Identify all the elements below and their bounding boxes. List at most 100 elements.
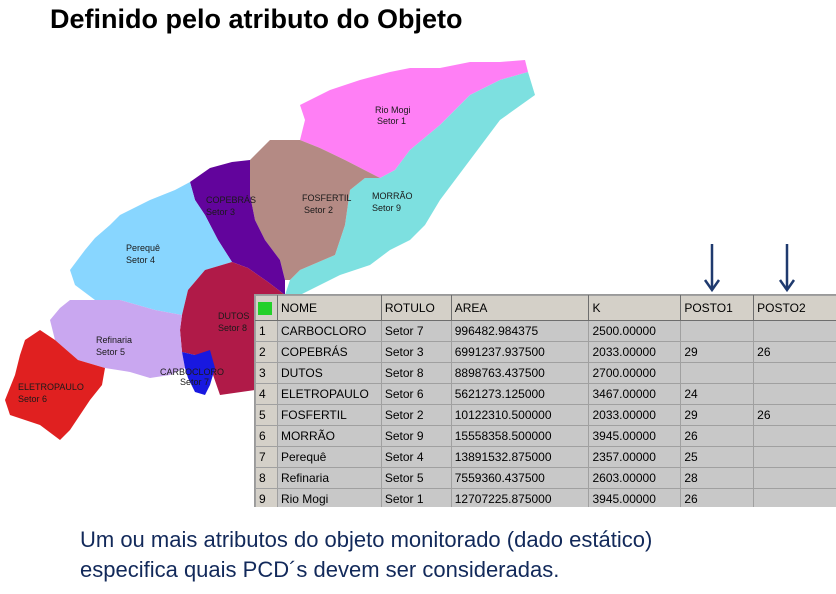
table-cell[interactable]: 996482.984375 <box>450 320 590 342</box>
table-cell[interactable]: 6991237.937500 <box>450 341 590 363</box>
map-label-dutos-sector: Setor 8 <box>218 323 247 333</box>
table-cell[interactable]: Setor 9 <box>380 425 452 447</box>
slide-title: Definido pelo atributo do Objeto <box>50 4 463 34</box>
column-header-posto2[interactable]: POSTO2 <box>753 295 836 321</box>
column-header-k[interactable]: K <box>588 295 682 321</box>
row-number[interactable]: 8 <box>255 467 278 489</box>
map-label-dutos: DUTOS <box>218 311 249 321</box>
table-cell[interactable]: COPEBRÁS <box>276 341 382 363</box>
table-cell[interactable]: 26 <box>753 341 836 363</box>
region-rio-mogi[interactable] <box>300 60 528 178</box>
map-label-copebras-sector: Setor 3 <box>206 207 235 217</box>
table-cell[interactable]: 29 <box>680 341 755 363</box>
table-cell[interactable]: 3467.00000 <box>588 383 682 405</box>
table-cell[interactable]: Setor 6 <box>380 383 452 405</box>
table-row[interactable]: 5 FOSFERTIL Setor 2 10122310.500000 2033.000… <box>255 404 836 426</box>
table-cell[interactable]: 10122310.500000 <box>450 404 590 426</box>
table-row[interactable]: 6 MORRÃO Setor 9 15558358.500000 3945.00000 2… <box>255 425 836 447</box>
table-cell[interactable]: Perequê <box>276 446 382 468</box>
table-cell[interactable]: DUTOS <box>276 362 382 384</box>
table-cell[interactable] <box>753 425 836 447</box>
table-row[interactable]: 2 COPEBRÁS Setor 3 6991237.937500 2033.00000… <box>255 341 836 363</box>
table-cell[interactable]: 8898763.437500 <box>450 362 590 384</box>
caption-line-1: Um ou mais atributos do objeto monitorad… <box>80 527 653 552</box>
table-cell[interactable]: Setor 2 <box>380 404 452 426</box>
region-eletropaulo[interactable] <box>5 330 105 440</box>
map-label-morrao-sector: Setor 9 <box>372 203 401 213</box>
table-row[interactable]: 3 DUTOS Setor 8 8898763.437500 2700.00000 <box>255 362 836 384</box>
table-row[interactable]: 9 Rio Mogi Setor 1 12707225.875000 3945.0000… <box>255 488 836 507</box>
row-number[interactable]: 5 <box>255 404 278 426</box>
map-label-refinaria-sector: Setor 5 <box>96 347 125 357</box>
table-cell[interactable]: 26 <box>680 425 755 447</box>
row-number[interactable]: 1 <box>255 320 278 342</box>
table-cell[interactable]: 15558358.500000 <box>450 425 590 447</box>
table-row[interactable]: 7 Perequê Setor 4 13891532.875000 2357.00000… <box>255 446 836 468</box>
table-cell[interactable]: MORRÃO <box>276 425 382 447</box>
region-fosfertil[interactable] <box>250 140 380 280</box>
table-cell[interactable]: FOSFERTIL <box>276 404 382 426</box>
table-cell[interactable] <box>680 362 755 384</box>
column-header-nome[interactable]: NOME <box>276 295 382 321</box>
column-header-posto1[interactable]: POSTO1 <box>680 295 755 321</box>
table-cell[interactable]: 3945.00000 <box>588 425 682 447</box>
table-cell[interactable]: 26 <box>680 488 755 507</box>
region-morrao[interactable] <box>285 72 535 295</box>
map-label-rio-mogi-sector: Setor 1 <box>377 116 406 126</box>
row-number[interactable]: 3 <box>255 362 278 384</box>
table-cell[interactable]: ELETROPAULO <box>276 383 382 405</box>
table-cell[interactable]: 28 <box>680 467 755 489</box>
table-cell[interactable]: 25 <box>680 446 755 468</box>
table-cell[interactable]: 2033.00000 <box>588 404 682 426</box>
table-cell[interactable] <box>753 320 836 342</box>
row-number[interactable]: 7 <box>255 446 278 468</box>
table-cell[interactable]: Setor 8 <box>380 362 452 384</box>
table-cell[interactable]: 2500.00000 <box>588 320 682 342</box>
table-cell[interactable]: Refinaria <box>276 467 382 489</box>
table-cell[interactable]: 2603.00000 <box>588 467 682 489</box>
table-cell[interactable] <box>753 488 836 507</box>
table-cell[interactable] <box>753 467 836 489</box>
table-cell[interactable]: CARBOCLORO <box>276 320 382 342</box>
column-header-area[interactable]: AREA <box>450 295 590 321</box>
row-number[interactable]: 4 <box>255 383 278 405</box>
table-cell[interactable] <box>753 446 836 468</box>
row-number[interactable]: 2 <box>255 341 278 363</box>
region-carbocloro[interactable] <box>182 350 215 395</box>
map-label-eletropaulo-sector: Setor 6 <box>18 394 47 404</box>
table-row[interactable]: 1 CARBOCLORO Setor 7 996482.984375 2500.0000… <box>255 320 836 342</box>
table-cell[interactable]: 5621273.125000 <box>450 383 590 405</box>
table-cell[interactable]: 7559360.437500 <box>450 467 590 489</box>
map-label-fosfertil: FOSFERTIL <box>302 193 351 203</box>
table-row[interactable]: 8 Refinaria Setor 5 7559360.437500 2603.0000… <box>255 467 836 489</box>
table-cell[interactable] <box>680 320 755 342</box>
region-copebras[interactable] <box>190 160 285 295</box>
map-label-pereque: Perequê <box>126 243 160 253</box>
region-refinaria[interactable] <box>50 300 185 378</box>
row-number[interactable]: 9 <box>255 488 278 507</box>
table-cell[interactable]: 2357.00000 <box>588 446 682 468</box>
table-cell[interactable]: Setor 5 <box>380 467 452 489</box>
table-cell[interactable] <box>753 362 836 384</box>
table-cell[interactable]: Setor 3 <box>380 341 452 363</box>
table-cell[interactable]: Setor 1 <box>380 488 452 507</box>
table-row[interactable]: 4 ELETROPAULO Setor 6 5621273.125000 3467.00… <box>255 383 836 405</box>
table-cell[interactable]: 2033.00000 <box>588 341 682 363</box>
table-cell[interactable]: 29 <box>680 404 755 426</box>
table-cell[interactable]: 12707225.875000 <box>450 488 590 507</box>
table-cell[interactable]: 13891532.875000 <box>450 446 590 468</box>
table-cell[interactable]: Setor 4 <box>380 446 452 468</box>
row-number[interactable]: 6 <box>255 425 278 447</box>
table-cell[interactable]: 2700.00000 <box>588 362 682 384</box>
table-cell[interactable]: 3945.00000 <box>588 488 682 507</box>
table-cell[interactable]: Rio Mogi <box>276 488 382 507</box>
table-cell[interactable]: 24 <box>680 383 755 405</box>
region-pereque[interactable] <box>70 182 232 315</box>
table-cell[interactable] <box>753 383 836 405</box>
table-cell[interactable]: 26 <box>753 404 836 426</box>
column-header-rotulo[interactable]: ROTULO <box>380 295 452 321</box>
select-all-marker[interactable] <box>255 295 278 321</box>
map-label-eletropaulo: ELETROPAULO <box>18 382 84 392</box>
table-cell[interactable]: Setor 7 <box>380 320 452 342</box>
